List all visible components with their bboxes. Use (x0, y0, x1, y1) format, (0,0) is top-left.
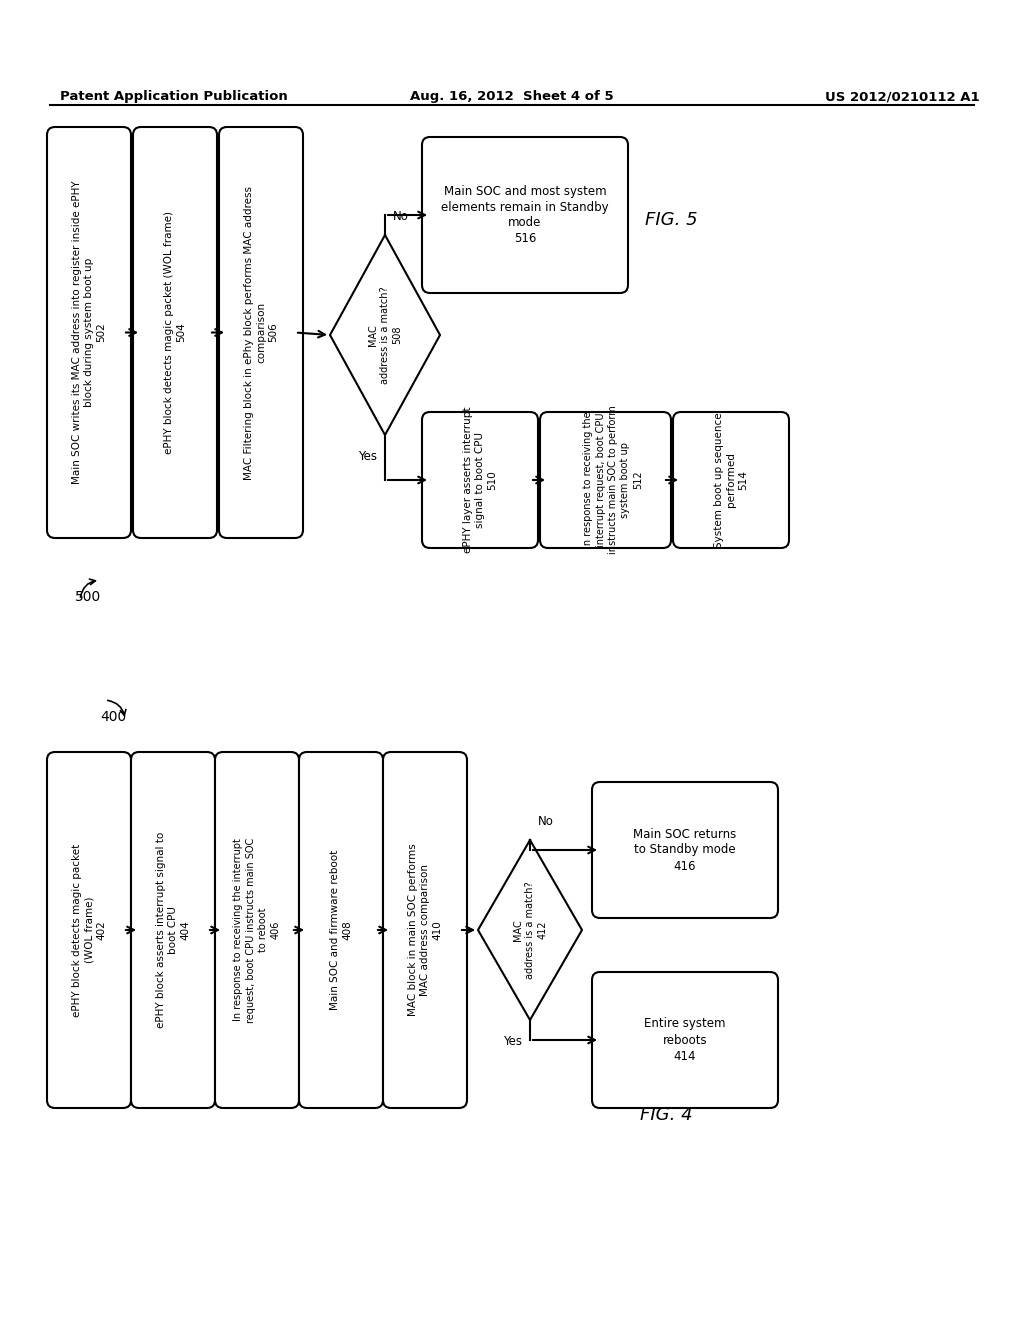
Text: In response to receiving the interrupt
request, boot CPU instructs main SOC
to r: In response to receiving the interrupt r… (233, 837, 281, 1023)
Text: Main SOC returns
to Standby mode
416: Main SOC returns to Standby mode 416 (634, 828, 736, 873)
FancyBboxPatch shape (422, 137, 628, 293)
Text: System boot up sequence
performed
514: System boot up sequence performed 514 (714, 412, 749, 548)
Text: ePHY block detects magic packet (WOL frame)
504: ePHY block detects magic packet (WOL fra… (164, 211, 186, 454)
Text: ePHY block asserts interrupt signal to
boot CPU
404: ePHY block asserts interrupt signal to b… (156, 832, 190, 1028)
FancyBboxPatch shape (133, 127, 217, 539)
FancyBboxPatch shape (215, 752, 299, 1107)
Text: In response to receiving the
interrupt request, boot CPU
instructs main SOC to p: In response to receiving the interrupt r… (584, 405, 643, 554)
Text: ePHY layer asserts interrupt
signal to boot CPU
510: ePHY layer asserts interrupt signal to b… (463, 407, 498, 553)
FancyBboxPatch shape (47, 752, 131, 1107)
Text: FIG. 4: FIG. 4 (640, 1106, 692, 1125)
FancyBboxPatch shape (540, 412, 671, 548)
Text: FIG. 5: FIG. 5 (645, 211, 697, 228)
Text: Main SOC and firmware reboot
408: Main SOC and firmware reboot 408 (330, 850, 352, 1010)
Text: Main SOC writes its MAC address into register inside ePHY
block during system bo: Main SOC writes its MAC address into reg… (72, 181, 106, 484)
Text: Yes: Yes (358, 450, 377, 463)
FancyBboxPatch shape (422, 412, 538, 548)
Text: Patent Application Publication: Patent Application Publication (60, 90, 288, 103)
Text: 500: 500 (75, 590, 101, 605)
Text: US 2012/0210112 A1: US 2012/0210112 A1 (825, 90, 980, 103)
Text: MAC
address is a match?
412: MAC address is a match? 412 (513, 882, 548, 979)
Text: ePHY block detects magic packet
(WOL frame)
402: ePHY block detects magic packet (WOL fra… (72, 843, 106, 1016)
FancyBboxPatch shape (219, 127, 303, 539)
Text: 400: 400 (100, 710, 126, 723)
FancyBboxPatch shape (383, 752, 467, 1107)
Text: No: No (538, 814, 554, 828)
Text: MAC
address is a match?
508: MAC address is a match? 508 (368, 286, 402, 384)
FancyBboxPatch shape (47, 127, 131, 539)
Text: Yes: Yes (503, 1035, 522, 1048)
FancyBboxPatch shape (592, 972, 778, 1107)
Text: MAC block in main SOC performs
MAC address comparison
410: MAC block in main SOC performs MAC addre… (408, 843, 442, 1016)
FancyBboxPatch shape (299, 752, 383, 1107)
Text: Aug. 16, 2012  Sheet 4 of 5: Aug. 16, 2012 Sheet 4 of 5 (411, 90, 613, 103)
Text: MAC Filtering block in ePhy block performs MAC address
comparison
506: MAC Filtering block in ePhy block perfor… (244, 186, 279, 479)
FancyBboxPatch shape (592, 781, 778, 917)
FancyBboxPatch shape (673, 412, 790, 548)
FancyBboxPatch shape (131, 752, 215, 1107)
Text: Entire system
reboots
414: Entire system reboots 414 (644, 1018, 726, 1063)
Text: No: No (393, 210, 409, 223)
Text: Main SOC and most system
elements remain in Standby
mode
516: Main SOC and most system elements remain… (441, 185, 609, 246)
